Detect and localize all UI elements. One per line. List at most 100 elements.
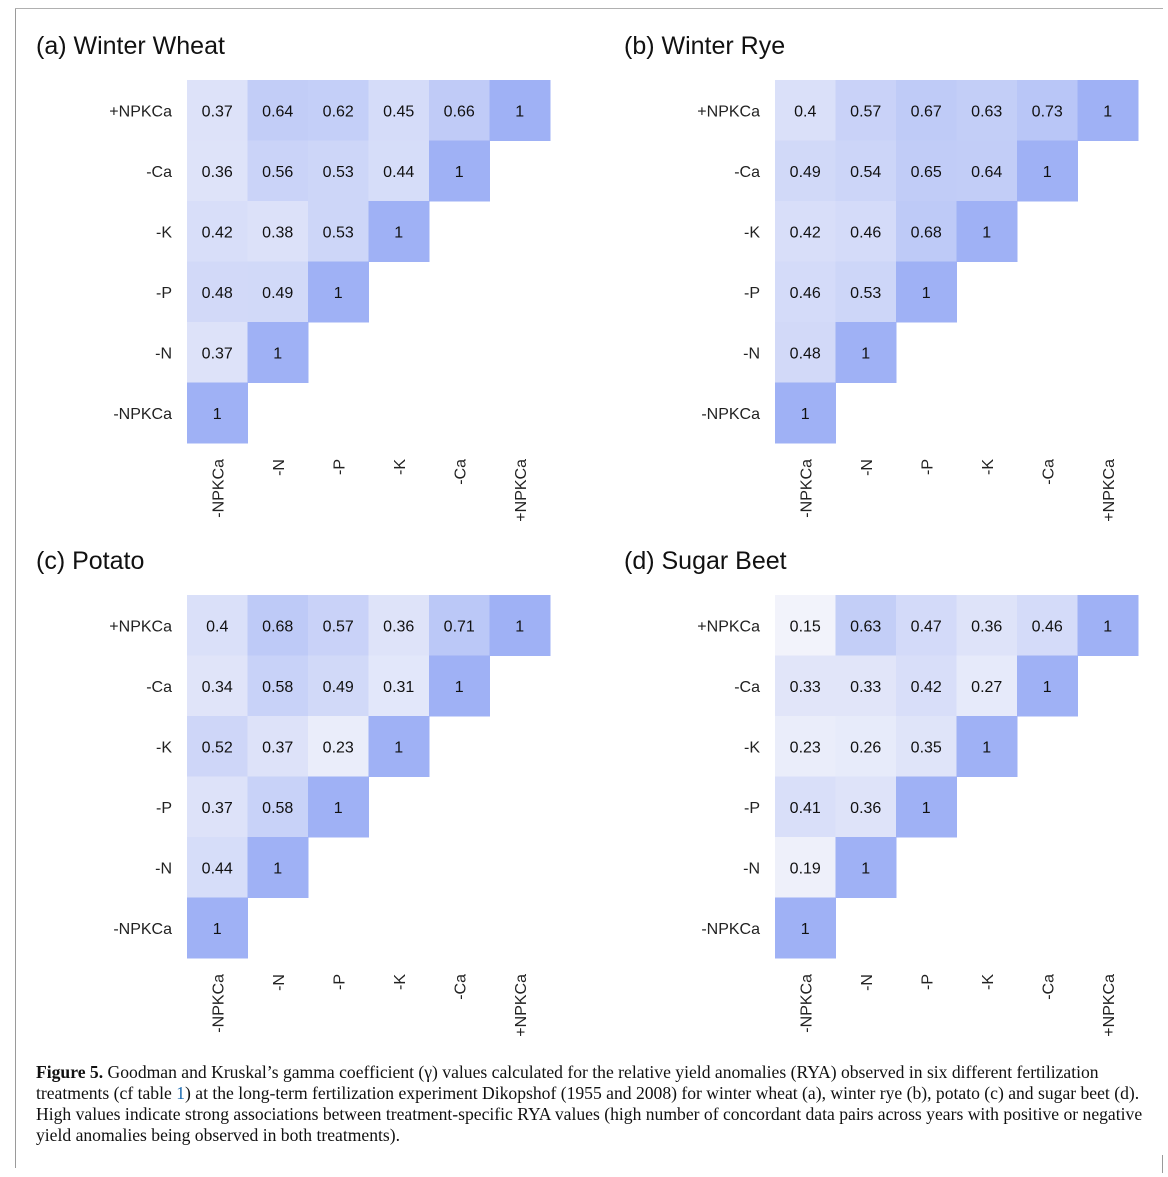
heatmap-cell <box>187 837 248 898</box>
heatmap-cell <box>247 837 309 898</box>
column-label-plus-npkca: +NPKCa <box>513 974 530 1037</box>
table-reference-link[interactable]: 1 <box>176 1083 185 1103</box>
cell-value-label: 0.67 <box>911 103 942 120</box>
row-label-minus-ca: -Ca <box>146 164 172 181</box>
heatmap-cell <box>368 201 430 262</box>
cell-value-label: 0.68 <box>262 618 293 635</box>
row-label-minus-n: -N <box>743 860 760 877</box>
row-label-plus-npkca: +NPKCa <box>109 103 172 120</box>
heatmap-cell <box>187 80 248 141</box>
heatmap-cell <box>247 80 309 141</box>
row-label-minus-k: -K <box>744 224 760 241</box>
row-label-minus-p: -P <box>156 800 172 817</box>
heatmap-cell <box>308 655 369 717</box>
cell-value-label: 1 <box>394 739 403 756</box>
cell-value-label: 0.63 <box>971 103 1002 120</box>
heatmap-cell <box>187 776 248 838</box>
row-label-minus-ca: -Ca <box>146 679 172 696</box>
heatmap-cell <box>247 261 309 323</box>
heatmap-cell <box>835 322 897 383</box>
heatmap-cell <box>775 837 836 898</box>
column-label-minus-ca: -Ca <box>452 974 469 1000</box>
cell-value-label: 0.15 <box>790 618 821 635</box>
heatmap-cell <box>896 776 957 838</box>
cell-value-label: 0.33 <box>850 679 881 696</box>
heatmap-cell <box>429 655 490 717</box>
heatmap-cell <box>368 80 430 141</box>
cell-value-label: 0.48 <box>202 285 233 302</box>
heatmap-cell <box>896 595 957 656</box>
heatmap-cell <box>1017 595 1078 656</box>
heatmap-cell <box>775 382 836 444</box>
heatmap-panel-potato: (c) Potato 0.4 0.68 0.57 0.36 0.71 1 0.34 0.58 0… <box>36 547 596 1047</box>
cell-value-label: 0.45 <box>383 103 414 120</box>
cell-value-label: 0.49 <box>262 285 293 302</box>
heatmap-sugar-beet: 0.15 0.63 0.47 0.36 0.46 1 0.33 0.33 0.42 0.27 1 0.… <box>697 595 1139 1037</box>
heatmap-cell <box>775 716 836 777</box>
heatmap-cell <box>187 382 248 444</box>
row-label-minus-npkca: -NPKCa <box>701 406 760 423</box>
cell-value-label: 0.4 <box>206 618 228 635</box>
heatmap-cell <box>956 595 1018 656</box>
cell-value-label: 1 <box>515 618 524 635</box>
cell-value-label: 0.53 <box>850 285 881 302</box>
heatmap-cell <box>896 201 957 262</box>
cell-value-label: 0.57 <box>850 103 881 120</box>
cell-value-label: 0.36 <box>850 800 881 817</box>
heatmap-cell <box>368 716 430 777</box>
heatmap-cell <box>429 140 490 202</box>
cell-value-label: 1 <box>394 224 403 241</box>
heatmap-cell <box>896 716 957 777</box>
heatmap-cell <box>247 201 309 262</box>
heatmap-cell <box>187 201 248 262</box>
heatmap-panel-sugar-beet: (d) Sugar Beet 0.15 0.63 0.47 0.36 0.46 1 0.33… <box>624 547 1168 1047</box>
heatmap-cell <box>187 261 248 323</box>
cell-value-label: 0.46 <box>1032 618 1063 635</box>
panel-title: (a) Winter Wheat <box>36 32 225 60</box>
heatmap-cell <box>956 201 1018 262</box>
cell-value-label: 1 <box>861 860 870 877</box>
cell-value-label: 0.27 <box>971 679 1002 696</box>
column-label-minus-n: -N <box>859 459 876 476</box>
figure-caption: Figure 5. Goodman and Kruskal’s gamma co… <box>36 1062 1146 1146</box>
cell-value-label: 0.46 <box>850 224 881 241</box>
cell-value-label: 0.36 <box>202 164 233 181</box>
cell-value-label: 0.71 <box>444 618 475 635</box>
heatmap-cell <box>956 140 1018 202</box>
row-label-minus-k: -K <box>156 224 172 241</box>
heatmap-cell <box>775 140 836 202</box>
heatmap-potato: 0.4 0.68 0.57 0.36 0.71 1 0.34 0.58 0.49 0.31 1 0.5… <box>109 595 551 1037</box>
column-label-minus-p: -P <box>331 459 348 475</box>
cell-value-label: 0.42 <box>790 224 821 241</box>
cell-value-label: 0.56 <box>262 164 293 181</box>
cell-value-label: 0.26 <box>850 739 881 756</box>
column-label-minus-k: -K <box>392 974 409 990</box>
row-label-minus-npkca: -NPKCa <box>113 406 172 423</box>
heatmap-cell <box>1017 80 1078 141</box>
column-label-minus-ca: -Ca <box>1040 459 1057 485</box>
row-label-minus-n: -N <box>743 345 760 362</box>
heatmap-cell <box>835 837 897 898</box>
cell-value-label: 0.31 <box>383 679 414 696</box>
cell-value-label: 1 <box>273 345 282 362</box>
heatmap-cell <box>896 80 957 141</box>
column-label-minus-k: -K <box>980 459 997 475</box>
cell-value-label: 0.33 <box>790 679 821 696</box>
cell-value-label: 1 <box>982 739 991 756</box>
cell-value-label: 0.44 <box>202 860 233 877</box>
column-label-minus-npkca: -NPKCa <box>210 459 227 518</box>
heatmap-cell <box>896 140 957 202</box>
heatmap-cell <box>1017 655 1078 717</box>
column-label-minus-npkca: -NPKCa <box>798 974 815 1033</box>
heatmap-cell <box>835 595 897 656</box>
cell-value-label: 0.64 <box>971 164 1002 181</box>
heatmap-winter-rye: 0.4 0.57 0.67 0.63 0.73 1 0.49 0.54 0.65 0.64 1 0.4… <box>697 80 1139 522</box>
heatmap-cell <box>187 897 248 959</box>
heatmap-cell <box>247 140 309 202</box>
heatmap-cell <box>835 655 897 717</box>
heatmap-cell <box>775 776 836 838</box>
heatmap-cell <box>956 80 1018 141</box>
heatmap-cell <box>368 655 430 717</box>
cell-value-label: 0.53 <box>323 224 354 241</box>
cell-value-label: 1 <box>861 345 870 362</box>
